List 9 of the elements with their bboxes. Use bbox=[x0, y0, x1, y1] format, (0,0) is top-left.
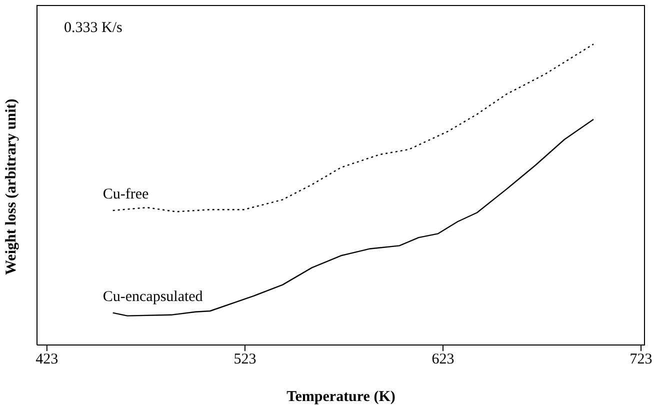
x-tick-label: 723 bbox=[630, 352, 652, 368]
series-label: Cu-encapsulated bbox=[102, 288, 204, 305]
x-tick-label: 423 bbox=[36, 352, 58, 368]
y-axis-title: Weight loss (arbitrary unit) bbox=[3, 98, 20, 275]
x-tick-label: 623 bbox=[432, 352, 454, 368]
x-axis-title: Temperature (K) bbox=[286, 389, 396, 405]
series-label: Cu-free bbox=[102, 186, 149, 203]
x-tick-label: 523 bbox=[234, 352, 256, 368]
text: 0.333 K/s bbox=[64, 20, 122, 37]
